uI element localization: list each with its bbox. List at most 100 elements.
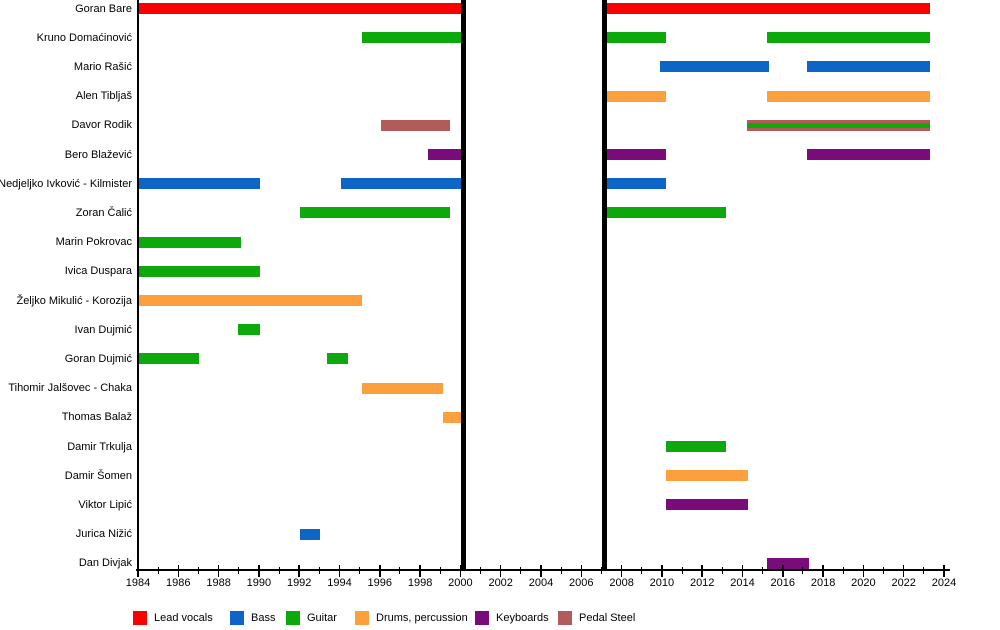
member-label: Damir Šomen	[64, 469, 132, 482]
legend-label: Bass	[251, 612, 276, 624]
axis-major-tick	[782, 565, 784, 577]
member-label: Bero Blažević	[64, 148, 132, 161]
axis-minor-tick	[439, 567, 441, 574]
axis-minor-tick	[560, 567, 562, 574]
timeline-bar	[443, 411, 463, 423]
timeline-bar	[237, 324, 260, 336]
axis-minor-tick	[923, 567, 925, 574]
legend-swatch	[230, 611, 244, 625]
member-label: Nedjeljko Ivković - Kilmister	[0, 177, 132, 190]
axis-major-tick	[419, 565, 421, 577]
timeline-bar	[380, 119, 451, 131]
timeline-bar	[665, 470, 748, 482]
timeline-bar	[607, 90, 666, 102]
timeline-bar	[665, 441, 727, 452]
axis-major-tick	[177, 565, 180, 577]
axis-tick-label: 2012	[689, 577, 715, 589]
y-axis-line	[137, 0, 139, 570]
timeline-bar	[607, 3, 930, 14]
axis-minor-tick	[480, 567, 482, 574]
axis-major-tick	[862, 565, 865, 577]
axis-minor-tick	[883, 567, 885, 574]
axis-minor-tick	[197, 567, 199, 574]
axis-major-tick	[499, 565, 502, 577]
axis-major-tick	[580, 565, 583, 577]
axis-minor-tick	[641, 567, 643, 574]
member-label: Damir Trkulja	[67, 440, 132, 453]
legend-swatch	[475, 611, 489, 625]
legend-swatch	[558, 611, 572, 625]
member-label: Davor Rodik	[71, 119, 132, 132]
axis-minor-tick	[278, 567, 280, 574]
legend-swatch	[286, 611, 300, 625]
axis-major-tick	[379, 565, 381, 577]
legend-swatch	[133, 611, 147, 625]
axis-major-tick	[902, 565, 905, 577]
member-label: Tihomir Jalšovec - Chaka	[8, 382, 132, 395]
axis-tick-label: 1990	[246, 577, 272, 589]
axis-tick-label: 2018	[810, 577, 836, 589]
axis-major-tick	[741, 565, 744, 577]
axis-major-tick	[661, 565, 663, 577]
member-label: Goran Bare	[75, 2, 132, 15]
member-label: Ivica Duspara	[64, 265, 132, 278]
axis-tick-label: 1986	[166, 577, 191, 589]
axis-tick-label: 2010	[649, 577, 675, 589]
axis-minor-tick	[318, 567, 320, 574]
axis-minor-tick	[762, 567, 764, 574]
axis-tick-label: 1998	[407, 577, 433, 589]
timeline-bar	[428, 149, 463, 160]
timeline-bar	[361, 382, 444, 394]
timeline-bar	[746, 119, 930, 131]
axis-minor-tick	[157, 567, 159, 574]
axis-tick-label: 2002	[488, 577, 513, 589]
axis-tick-label: 1988	[206, 577, 231, 589]
axis-tick-label: 1992	[286, 577, 312, 589]
member-label: Thomas Balaž	[61, 411, 132, 424]
axis-major-tick	[217, 565, 220, 577]
timeline-bar	[806, 149, 930, 160]
axis-major-tick	[338, 565, 341, 577]
axis-major-tick	[701, 565, 703, 577]
timeline-bar	[138, 295, 362, 306]
timeline-bar	[665, 499, 748, 511]
axis-minor-tick	[681, 567, 683, 574]
member-label: Kruno Domaćinović	[36, 31, 132, 44]
timeline-bar	[659, 61, 769, 73]
timeline-bar	[766, 90, 930, 102]
axis-major-tick	[137, 565, 139, 577]
era-separator-line	[602, 0, 607, 570]
axis-minor-tick	[842, 567, 844, 574]
axis-major-tick	[298, 565, 300, 577]
era-separator-line	[461, 0, 466, 570]
member-label: Zoran Čalić	[75, 206, 132, 219]
legend-swatch	[355, 611, 369, 625]
axis-tick-label: 2004	[528, 577, 554, 589]
legend-label: Pedal Steel	[579, 612, 636, 624]
timeline-bar	[607, 207, 727, 219]
axis-major-tick	[459, 565, 462, 577]
axis-major-tick	[258, 565, 260, 577]
timeline-bar	[806, 61, 930, 73]
member-label: Jurica Nižić	[75, 528, 132, 541]
x-axis-line	[136, 569, 950, 571]
axis-minor-tick	[238, 567, 240, 574]
axis-tick-label: 2022	[891, 577, 916, 589]
timeline-bar	[607, 178, 666, 190]
axis-minor-tick	[399, 567, 401, 574]
timeline-bar	[138, 353, 200, 365]
member-label: Goran Dujmić	[64, 352, 132, 365]
member-label: Viktor Lipić	[78, 498, 132, 511]
timeline-bar	[766, 557, 809, 569]
legend-label: Guitar	[307, 612, 337, 624]
timeline-bar	[138, 3, 463, 14]
axis-major-tick	[943, 565, 945, 577]
timeline-bar	[607, 32, 666, 44]
axis-tick-label: 2016	[770, 577, 796, 589]
member-label: Marin Pokrovac	[55, 236, 132, 249]
legend-label: Lead vocals	[154, 612, 213, 624]
secondary-role-stripe	[746, 122, 930, 128]
axis-tick-label: 1994	[327, 577, 352, 589]
